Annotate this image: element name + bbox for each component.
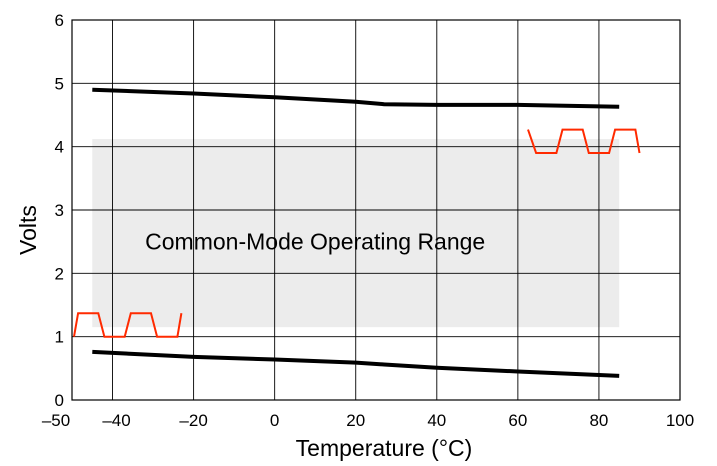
range-label: Common-Mode Operating Range (145, 229, 485, 255)
x-tick-label: 100 (666, 411, 694, 430)
x-tick-label: 20 (346, 411, 365, 430)
x-tick-label: 40 (427, 411, 446, 430)
series-line-0 (92, 87, 620, 109)
x-tick-label: 60 (508, 411, 527, 430)
y-tick-label: 5 (55, 74, 64, 93)
x-axis-ticks: –50 –40 –20 0 20 40 60 80 100 (42, 411, 694, 430)
x-tick-label: –20 (179, 411, 207, 430)
waveform-lower-left (73, 312, 183, 338)
series-layer (92, 87, 620, 378)
x-tick-label: 0 (270, 411, 279, 430)
y-tick-label: 6 (55, 11, 64, 30)
series-line-1 (92, 349, 620, 378)
y-tick-label: 3 (55, 201, 64, 220)
x-tick-label: –50 (42, 411, 70, 430)
plot-frame (71, 19, 681, 401)
y-tick-label: 0 (55, 391, 64, 410)
y-axis-label: Volts (15, 205, 41, 255)
y-axis-ticks: 0 1 2 3 4 5 6 (55, 11, 64, 410)
y-tick-label: 4 (55, 138, 64, 157)
waveform-layer (73, 128, 641, 338)
x-tick-label: –40 (102, 411, 130, 430)
y-tick-label: 1 (55, 328, 64, 347)
x-axis-label: Temperature (°C) (296, 435, 473, 461)
x-tick-label: 80 (589, 411, 608, 430)
y-tick-label: 2 (55, 264, 64, 283)
waveform-upper-right (527, 128, 641, 154)
